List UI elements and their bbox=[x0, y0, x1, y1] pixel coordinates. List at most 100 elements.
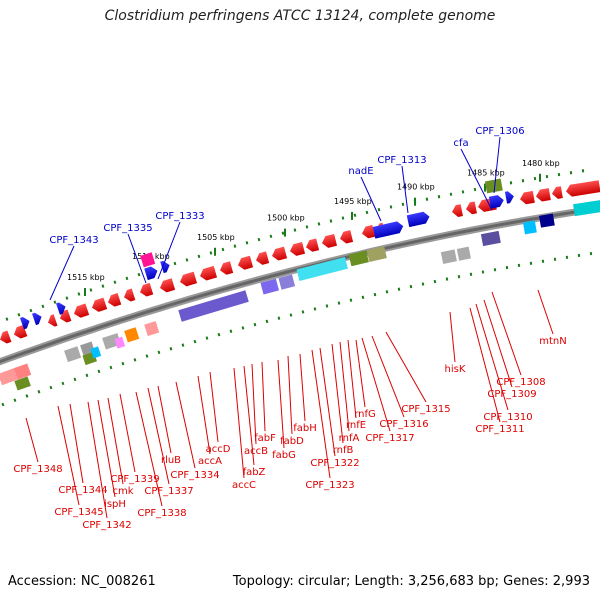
ruler-dot bbox=[329, 219, 333, 223]
ruler-dot bbox=[509, 181, 513, 185]
gene-label: CPF_1317 bbox=[365, 433, 414, 444]
lower-ruler-dot bbox=[373, 292, 377, 297]
gene-label: cfa bbox=[453, 138, 468, 149]
gene-box bbox=[13, 363, 32, 380]
gene-label: cmk bbox=[112, 486, 133, 497]
gene-label: CPF_1339 bbox=[110, 474, 159, 485]
reverse-gene-arrow bbox=[256, 251, 270, 265]
leader-line bbox=[311, 349, 331, 479]
leader-line bbox=[493, 136, 501, 194]
ruler-tick-label: 1490 kbp bbox=[397, 183, 435, 192]
ruler-dot bbox=[197, 254, 201, 259]
gene-box bbox=[573, 199, 600, 217]
leader-line bbox=[243, 365, 255, 466]
gene-label: rnfG bbox=[354, 409, 376, 420]
ruler-tick-label: 1495 kbp bbox=[334, 197, 372, 206]
leader-line bbox=[57, 405, 80, 506]
forward-gene-arrow bbox=[19, 317, 30, 330]
leader-line bbox=[209, 371, 219, 443]
reverse-gene-arrow bbox=[180, 271, 198, 287]
leader-line bbox=[449, 311, 456, 363]
leader-line bbox=[175, 381, 196, 469]
ruler-dot bbox=[125, 276, 129, 281]
ruler-tick-label: 1480 kbp bbox=[522, 159, 560, 168]
reverse-gene-arrow bbox=[520, 190, 535, 205]
gene-box bbox=[278, 274, 296, 290]
ruler-dot bbox=[293, 228, 297, 232]
ruler-dot bbox=[77, 292, 81, 296]
lower-ruler-dot bbox=[97, 369, 101, 374]
forward-gene-arrow bbox=[406, 211, 430, 228]
ruler-dot bbox=[365, 210, 369, 215]
gene-box bbox=[124, 327, 140, 343]
gene-label: accD bbox=[206, 444, 231, 455]
leader-line bbox=[197, 375, 211, 455]
gene-box bbox=[144, 321, 160, 337]
accession-text: Accession: NC_008261 bbox=[8, 574, 156, 589]
ruler-dot bbox=[449, 192, 453, 196]
lower-ruler-dot bbox=[361, 295, 365, 300]
ruler-dot bbox=[53, 300, 57, 304]
leader-line bbox=[49, 245, 75, 301]
ruler-dot bbox=[173, 261, 177, 266]
leader-line bbox=[261, 361, 266, 432]
reverse-gene-arrow bbox=[272, 246, 288, 261]
lower-ruler-dot bbox=[37, 389, 41, 394]
ruler-dot bbox=[281, 231, 285, 235]
ruler-dot bbox=[221, 247, 225, 252]
reverse-gene-arrow bbox=[124, 288, 136, 302]
reverse-gene-arrow bbox=[362, 225, 376, 239]
ruler-dot bbox=[137, 272, 141, 277]
forward-gene-arrow bbox=[160, 260, 170, 274]
leader-line bbox=[157, 221, 181, 280]
lower-ruler-dot bbox=[325, 304, 329, 308]
leader-line bbox=[401, 165, 409, 214]
lower-ruler-dot bbox=[73, 377, 77, 382]
lower-ruler-dot bbox=[421, 282, 425, 286]
ruler-dot bbox=[425, 197, 429, 201]
leader-line bbox=[119, 393, 136, 473]
gene-label: CPF_1337 bbox=[144, 486, 193, 497]
ruler-dot bbox=[377, 207, 381, 212]
gene-features bbox=[0, 178, 600, 391]
lower-ruler-dot bbox=[109, 365, 113, 370]
lower-ruler-dot bbox=[517, 263, 521, 268]
lower-ruler-dot bbox=[529, 261, 533, 265]
gene-box bbox=[296, 257, 348, 282]
lower-ruler-dot bbox=[217, 332, 221, 337]
ruler-dot bbox=[185, 258, 189, 262]
lower-ruler-dot bbox=[577, 253, 581, 258]
gene-box bbox=[440, 249, 457, 264]
reverse-gene-arrow bbox=[108, 293, 122, 307]
gene-label: CPF_1315 bbox=[401, 404, 450, 415]
lower-ruler-dot bbox=[481, 270, 485, 274]
gene-label: CPF_1323 bbox=[305, 480, 354, 491]
ruler-dot bbox=[65, 296, 69, 300]
lower-ruler-dot bbox=[553, 257, 557, 261]
ruler-dot bbox=[353, 213, 357, 217]
reverse-gene-arrow bbox=[322, 234, 338, 248]
lower-ruler-dot bbox=[157, 350, 161, 355]
ruler-dot bbox=[113, 280, 117, 284]
forward-gene-arrow bbox=[488, 195, 504, 209]
gene-box bbox=[538, 213, 555, 228]
gene-label: CPF_1308 bbox=[496, 377, 545, 388]
lower-ruler-dot bbox=[565, 255, 569, 259]
gene-box bbox=[0, 367, 21, 386]
reverse-gene-arrow bbox=[48, 314, 58, 327]
gene-box bbox=[348, 250, 369, 267]
leader-line bbox=[347, 339, 357, 419]
ruler-dot bbox=[89, 288, 93, 292]
leader-line bbox=[319, 347, 336, 457]
ruler-dot bbox=[401, 202, 405, 207]
gene-label: fabZ bbox=[243, 467, 266, 478]
map-title: Clostridium perfringens ATCC 13124, comp… bbox=[104, 8, 496, 24]
gene-label: CPF_1334 bbox=[170, 470, 219, 481]
reverse-gene-arrow bbox=[452, 204, 463, 217]
ruler-dot bbox=[389, 205, 393, 209]
ruler-dot bbox=[101, 284, 105, 288]
gene-label: CPF_1348 bbox=[13, 464, 62, 475]
reverse-gene-arrow bbox=[306, 238, 320, 252]
